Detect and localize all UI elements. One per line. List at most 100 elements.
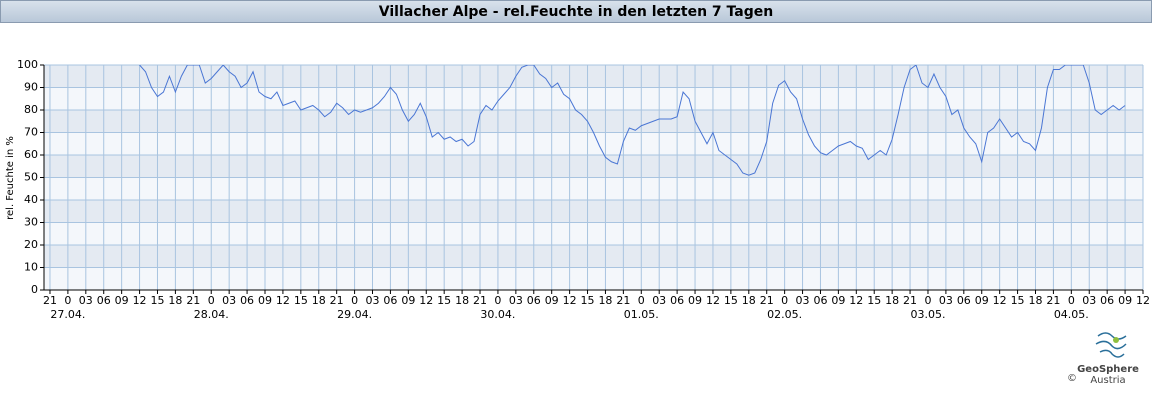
x-tick-label: 09 bbox=[401, 294, 415, 307]
x-tick-label: 12 bbox=[706, 294, 720, 307]
x-tick-label: 15 bbox=[150, 294, 164, 307]
x-tick-label: 0 bbox=[64, 294, 71, 307]
x-tick-label: 03 bbox=[1082, 294, 1096, 307]
x-tick-label: 18 bbox=[1028, 294, 1042, 307]
x-tick-label: 03 bbox=[939, 294, 953, 307]
date-label: 02.05. bbox=[767, 308, 802, 321]
x-tick-label: 09 bbox=[545, 294, 559, 307]
band bbox=[44, 177, 1143, 200]
x-tick-label: 06 bbox=[383, 294, 397, 307]
chart-title: Villacher Alpe - rel.Feuchte in den letz… bbox=[379, 4, 773, 20]
date-label: 27.04. bbox=[50, 308, 85, 321]
x-tick-label: 09 bbox=[1118, 294, 1132, 307]
x-tick-label: 12 bbox=[133, 294, 147, 307]
x-tick-label: 03 bbox=[222, 294, 236, 307]
x-tick-label: 18 bbox=[885, 294, 899, 307]
band bbox=[44, 267, 1143, 290]
x-tick-label: 06 bbox=[957, 294, 971, 307]
band bbox=[44, 110, 1143, 133]
x-tick-label: 06 bbox=[670, 294, 684, 307]
x-tick-label: 06 bbox=[1100, 294, 1114, 307]
x-tick-label: 21 bbox=[43, 294, 57, 307]
x-tick-label: 0 bbox=[208, 294, 215, 307]
y-tick-label: 20 bbox=[24, 238, 38, 251]
date-label: 30.04. bbox=[480, 308, 515, 321]
y-tick-label: 10 bbox=[24, 261, 38, 274]
band bbox=[44, 222, 1143, 245]
logo-dot bbox=[1113, 337, 1119, 343]
x-tick-label: 21 bbox=[473, 294, 487, 307]
y-tick-label: 80 bbox=[24, 103, 38, 116]
x-tick-label: 03 bbox=[79, 294, 93, 307]
x-tick-label: 06 bbox=[97, 294, 111, 307]
band bbox=[44, 87, 1143, 110]
x-tick-label: 18 bbox=[168, 294, 182, 307]
x-tick-label: 0 bbox=[638, 294, 645, 307]
x-tick-label: 15 bbox=[1011, 294, 1025, 307]
date-label: 28.04. bbox=[194, 308, 229, 321]
x-tick-label: 21 bbox=[330, 294, 344, 307]
x-tick-label: 06 bbox=[527, 294, 541, 307]
y-tick-label: 30 bbox=[24, 216, 38, 229]
logo-sub: Austria bbox=[1090, 375, 1125, 386]
x-tick-label: 21 bbox=[616, 294, 630, 307]
x-tick-label: 18 bbox=[598, 294, 612, 307]
date-label: 03.05. bbox=[910, 308, 945, 321]
x-tick-label: 0 bbox=[1068, 294, 1075, 307]
x-tick-label: 21 bbox=[1046, 294, 1060, 307]
x-tick-label: 21 bbox=[903, 294, 917, 307]
x-tick-label: 15 bbox=[581, 294, 595, 307]
x-tick-label: 12 bbox=[849, 294, 863, 307]
date-label: 04.05. bbox=[1054, 308, 1089, 321]
x-tick-label: 21 bbox=[760, 294, 774, 307]
x-tick-label: 12 bbox=[563, 294, 577, 307]
x-tick-label: 09 bbox=[115, 294, 129, 307]
x-tick-label: 03 bbox=[366, 294, 380, 307]
y-axis-label: rel. Feuchte in % bbox=[5, 136, 16, 220]
y-tick-label: 70 bbox=[24, 126, 38, 139]
x-tick-label: 09 bbox=[688, 294, 702, 307]
x-tick-label: 18 bbox=[455, 294, 469, 307]
y-tick-label: 40 bbox=[24, 193, 38, 206]
logo: GeoSphere Austria © bbox=[1067, 332, 1139, 386]
x-tick-label: 09 bbox=[258, 294, 272, 307]
x-tick-label: 12 bbox=[993, 294, 1007, 307]
date-label: 29.04. bbox=[337, 308, 372, 321]
x-tick-label: 03 bbox=[509, 294, 523, 307]
band bbox=[44, 200, 1143, 223]
x-tick-label: 15 bbox=[867, 294, 881, 307]
y-tick-label: 60 bbox=[24, 148, 38, 161]
x-tick-label: 12 bbox=[276, 294, 290, 307]
x-tick-label: 15 bbox=[437, 294, 451, 307]
x-tick-label: 0 bbox=[924, 294, 931, 307]
x-tick-label: 09 bbox=[975, 294, 989, 307]
x-tick-label: 06 bbox=[813, 294, 827, 307]
logo-icon bbox=[1095, 332, 1127, 358]
logo-name: GeoSphere bbox=[1077, 364, 1139, 375]
x-tick-label: 12 bbox=[419, 294, 433, 307]
x-tick-label: 12 bbox=[1136, 294, 1150, 307]
x-tick-label: 06 bbox=[240, 294, 254, 307]
x-tick-label: 18 bbox=[742, 294, 756, 307]
y-tick-label: 90 bbox=[24, 81, 38, 94]
x-tick-label: 15 bbox=[294, 294, 308, 307]
band bbox=[44, 245, 1143, 268]
x-tick-label: 15 bbox=[724, 294, 738, 307]
y-tick-label: 100 bbox=[17, 58, 38, 71]
y-tick-label: 0 bbox=[31, 283, 38, 296]
x-tick-label: 03 bbox=[652, 294, 666, 307]
band bbox=[44, 155, 1143, 178]
band bbox=[44, 65, 1143, 88]
x-tick-label: 0 bbox=[781, 294, 788, 307]
x-tick-label: 09 bbox=[831, 294, 845, 307]
data-line bbox=[139, 65, 1126, 176]
x-tick-label: 0 bbox=[351, 294, 358, 307]
y-tick-label: 50 bbox=[24, 171, 38, 184]
date-label: 01.05. bbox=[624, 308, 659, 321]
x-tick-label: 21 bbox=[186, 294, 200, 307]
x-tick-label: 18 bbox=[312, 294, 326, 307]
copyright: © bbox=[1067, 373, 1077, 384]
